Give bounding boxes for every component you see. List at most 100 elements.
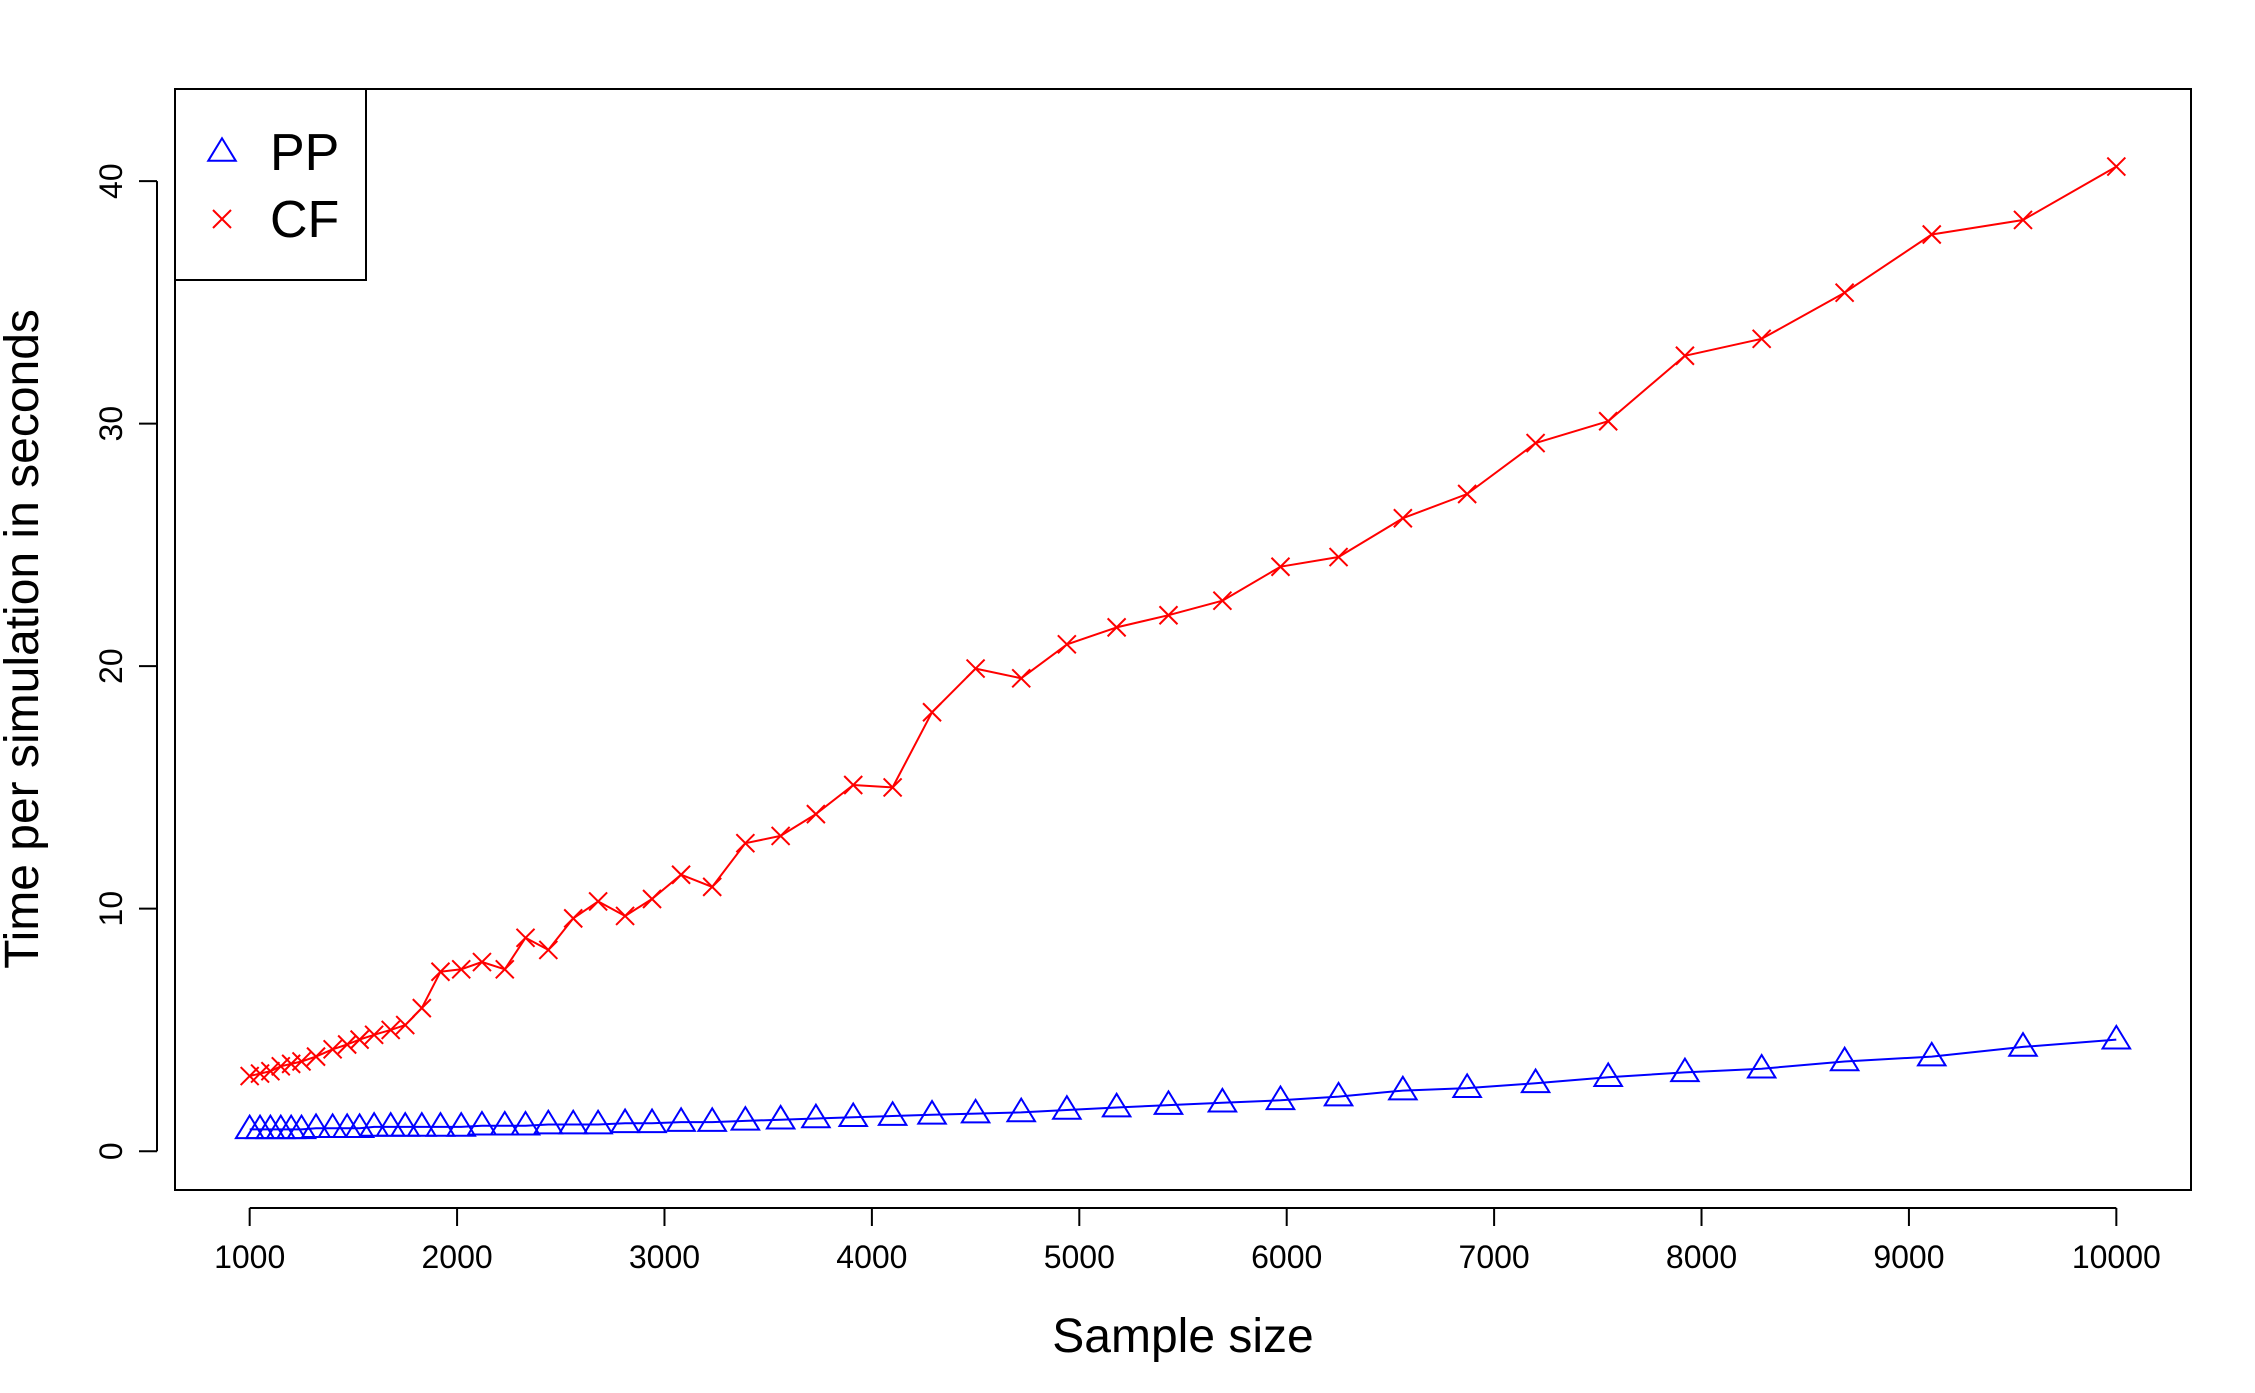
legend-label-pp: PP [270, 124, 339, 182]
data-point-cf [1393, 508, 1413, 528]
data-point-pp [1829, 1045, 1861, 1072]
y-tick-label: 20 [93, 648, 129, 684]
data-point-cf [538, 940, 559, 960]
x-tick-label: 7000 [1459, 1239, 1530, 1275]
data-point-cf [965, 658, 986, 679]
data-point-pp [1387, 1074, 1419, 1101]
legend-entry-pp: PP [206, 124, 339, 182]
data-point-pp [729, 1105, 761, 1131]
data-point-cf [260, 1061, 281, 1081]
axes-layer: 1000 2000 3000 4000 5000 6000 7000 8000 9000 1000… [93, 163, 2161, 1275]
y-tick-label: 40 [93, 163, 129, 199]
data-point-cf [430, 962, 451, 982]
data-point-cf [882, 777, 903, 798]
data-point-pp [1005, 1096, 1037, 1123]
data-point-cf [1270, 557, 1291, 577]
data-point-cf [843, 775, 863, 795]
data-point-cf [349, 1029, 370, 1050]
data-point-pp [665, 1106, 697, 1132]
x-tick-label: 1000 [214, 1239, 285, 1275]
x-tick-label: 4000 [836, 1239, 907, 1275]
data-point-cf [412, 998, 432, 1018]
data-point-cf [306, 1046, 326, 1067]
x-tick-label: 5000 [1044, 1239, 1115, 1275]
data-point-pp [837, 1101, 869, 1128]
data-point-cf [1057, 634, 1077, 655]
data-point-cf [588, 891, 608, 912]
data-point-pp [877, 1100, 909, 1126]
x-tick-label: 10000 [2072, 1239, 2161, 1275]
data-point-pp [2100, 1023, 2132, 1050]
data-point-pp [445, 1111, 477, 1137]
data-point-pp [1101, 1091, 1133, 1118]
data-point-pp [800, 1102, 832, 1129]
legend-marker-pp [206, 136, 238, 162]
data-point-pp [532, 1108, 564, 1135]
x-tick-label: 3000 [629, 1239, 700, 1275]
data-point-cf [1011, 668, 1031, 689]
x-tick-label: 8000 [1666, 1239, 1737, 1275]
data-point-cf [563, 908, 583, 929]
data-point-pp [1746, 1053, 1778, 1079]
legend-box [174, 88, 367, 281]
triangle-icon [206, 136, 238, 162]
data-point-pp [489, 1110, 521, 1136]
legend-entry-cf: CF [212, 191, 339, 249]
data-point-pp [358, 1111, 390, 1137]
data-point-cf [472, 952, 492, 972]
data-point-pp [389, 1111, 421, 1137]
data-point-pp [916, 1099, 948, 1125]
cross-icon [212, 209, 232, 229]
data-point-cf [495, 959, 515, 980]
data-point-pp [1152, 1089, 1185, 1115]
data-point-pp [1451, 1072, 1483, 1098]
y-tick-label: 10 [93, 891, 129, 927]
data-point-cf [395, 1015, 415, 1035]
data-point-cf [337, 1034, 357, 1055]
data-point-cf [1675, 346, 1695, 366]
data-point-cf [380, 1020, 401, 1040]
data-point-pp [2007, 1031, 2039, 1057]
data-point-cf [1834, 283, 1855, 303]
series-line-pp [249, 1038, 2117, 1131]
data-point-cf [364, 1025, 384, 1045]
data-point-pp [300, 1112, 332, 1138]
data-point-pp [424, 1111, 457, 1137]
data-point-cf [1328, 547, 1349, 567]
data-point-pp [636, 1107, 668, 1134]
data-point-cf [515, 928, 536, 948]
data-point-pp [466, 1110, 498, 1136]
data-point-pp [1669, 1056, 1701, 1083]
legend-marker-cf [212, 209, 232, 229]
data-point-pp [557, 1108, 589, 1135]
series-pp [234, 1023, 2132, 1140]
data-point-cf [1751, 329, 1772, 349]
data-point-pp [1206, 1087, 1238, 1113]
data-point-cf [671, 865, 691, 885]
data-point-pp [1916, 1040, 1948, 1067]
legend: PP CF [174, 88, 367, 281]
data-point-cf [770, 826, 791, 846]
data-point-pp [1592, 1061, 1624, 1088]
data-point-cf [642, 889, 662, 909]
data-point-cf [1598, 411, 1618, 431]
series-cf [239, 156, 2127, 1086]
y-tick-label: 30 [93, 406, 129, 442]
data-point-cf [1922, 224, 1942, 245]
data-point-cf [1158, 605, 1179, 625]
x-tick-label: 9000 [1873, 1239, 1944, 1275]
data-point-cf [2106, 156, 2127, 177]
plot-frame [174, 88, 2192, 1191]
series-layer [234, 156, 2132, 1140]
data-point-pp [1520, 1067, 1552, 1094]
data-point-pp [696, 1106, 728, 1132]
data-point-cf [1525, 433, 1546, 453]
y-axis-title: Time per simulation in seconds [0, 309, 49, 969]
data-point-cf [922, 702, 942, 722]
data-point-cf [322, 1039, 343, 1060]
data-point-cf [2013, 210, 2033, 230]
data-point-pp [1264, 1084, 1297, 1111]
data-point-cf [291, 1051, 312, 1072]
